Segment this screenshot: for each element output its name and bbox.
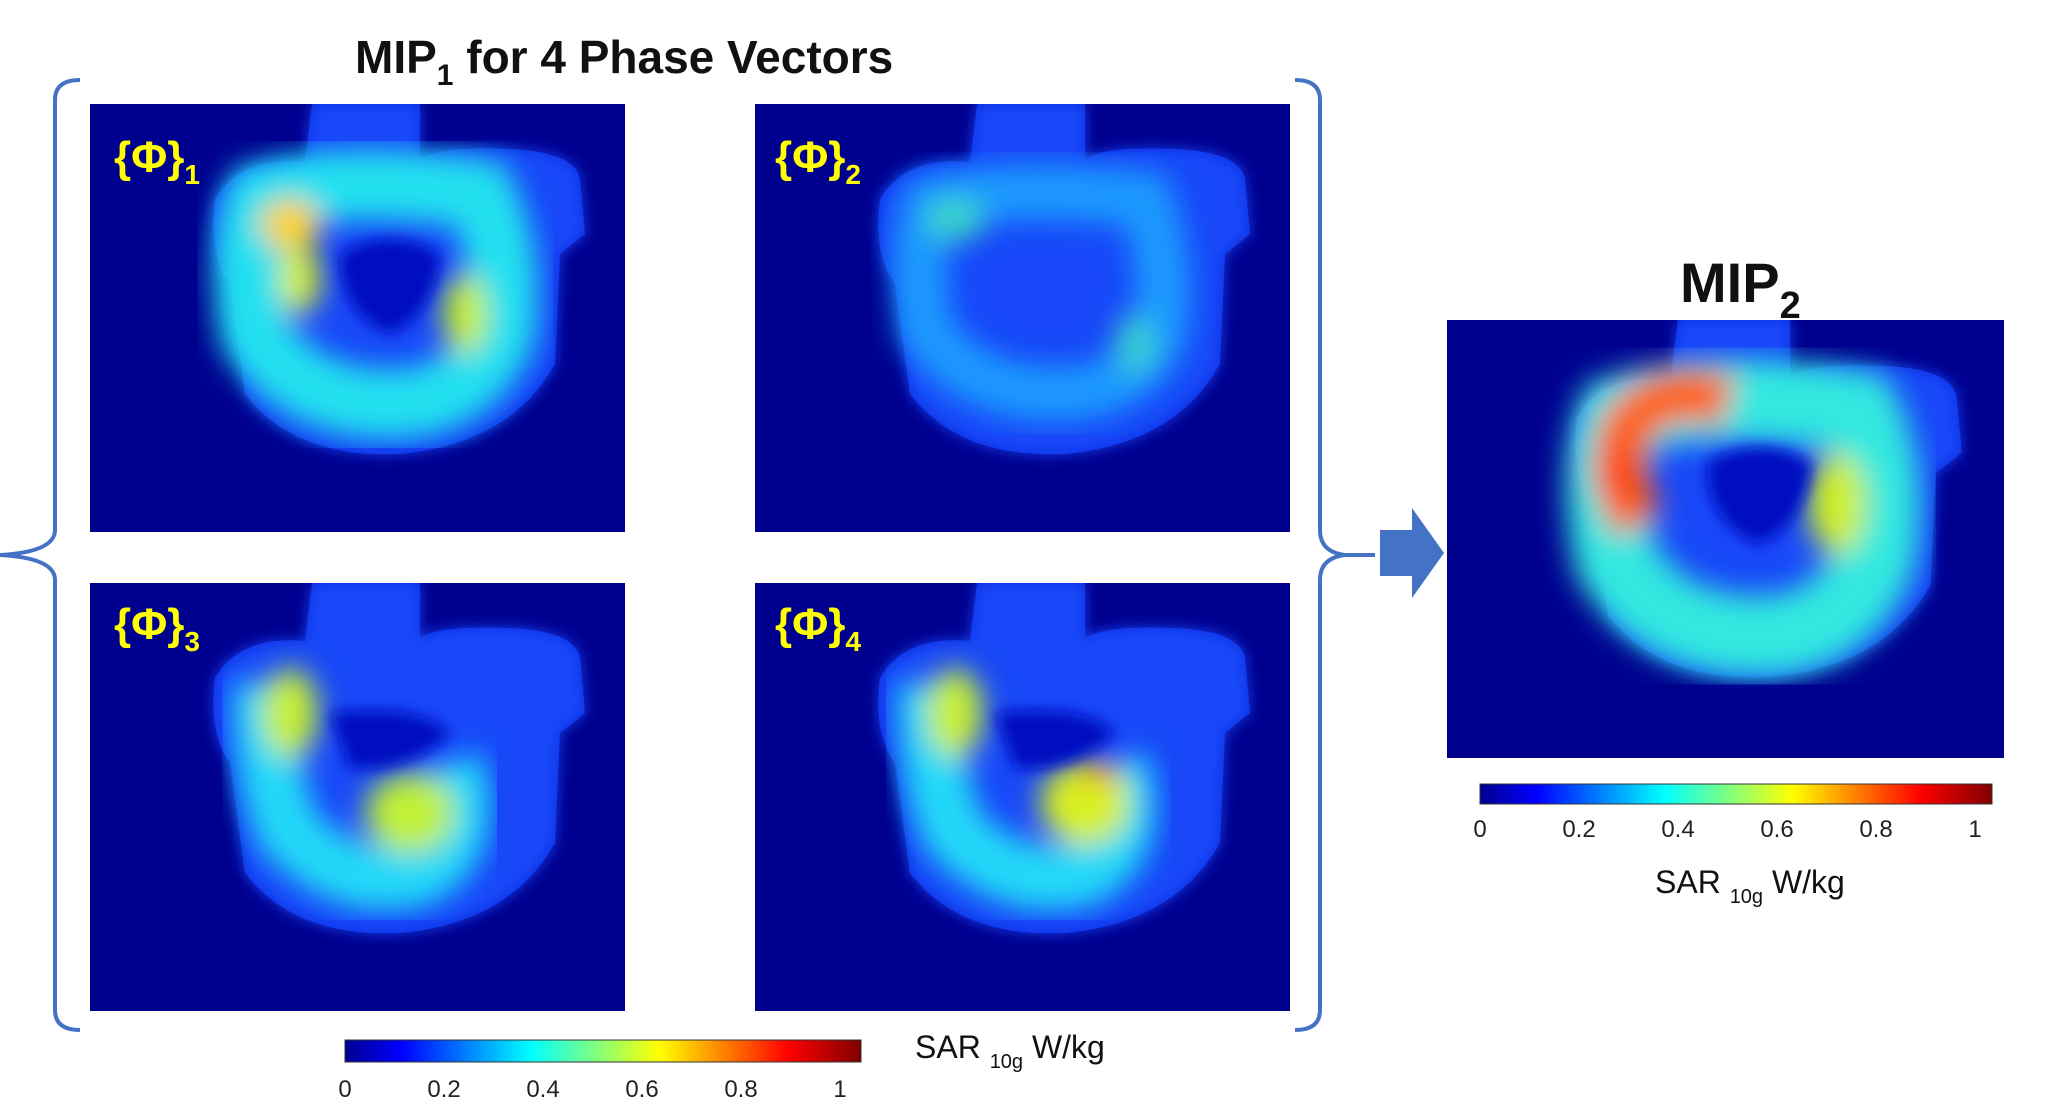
right-arrow-icon [1380,508,1444,598]
left-colorbar: 0 0.2 0.4 0.6 0.8 1 SAR 10g W/kg [338,1029,1105,1098]
panel-mip2 [1447,320,2004,758]
colorbar-tick-label: 0.8 [1859,816,1892,843]
panel-phase-3: {Φ}3 [90,583,625,1011]
panel-4-label: {Φ}4 [775,600,861,657]
colorbar-tick-label: 0.2 [1562,816,1595,843]
colorbar-tick-label: 0.6 [1760,816,1793,843]
left-bracket [0,78,81,1032]
right-colorbar-unit: SAR 10g W/kg [1655,864,1845,908]
left-colorbar-ticks: 0 0.2 0.4 0.6 0.8 1 [338,1076,846,1098]
colorbar-tick-label: 0 [338,1076,351,1098]
left-colorbar-unit: SAR 10g W/kg [915,1029,1105,1073]
panel-3-label: {Φ}3 [114,600,200,657]
right-bracket [1294,78,1375,1032]
panel-phase-1: {Φ}1 [90,104,625,532]
colorbar-tick-label: 0.4 [1661,816,1694,843]
colorbar-tick-label: 0.6 [625,1076,658,1098]
right-colorbar-ticks: 0 0.2 0.4 0.6 0.8 1 [1473,816,1981,843]
right-colorbar: 0 0.2 0.4 0.6 0.8 1 SAR 10g W/kg [1473,783,1993,908]
panel-phase-2: {Φ}2 [755,104,1290,532]
colorbar-tick-label: 1 [833,1076,846,1098]
panel-2-label: {Φ}2 [775,133,861,190]
colorbar-tick-label: 1 [1968,816,1981,843]
left-title: MIP1 for 4 Phase Vectors [355,31,893,92]
colorbar-tick-label: 0.4 [526,1076,559,1098]
colorbar-tick-label: 0.2 [427,1076,460,1098]
panel-phase-4: {Φ}4 [755,583,1290,1011]
colorbar-tick-label: 0 [1473,816,1486,843]
colorbar-tick-label: 0.8 [724,1076,757,1098]
panel-1-label: {Φ}1 [114,133,200,190]
right-title: MIP2 [1680,251,1801,327]
